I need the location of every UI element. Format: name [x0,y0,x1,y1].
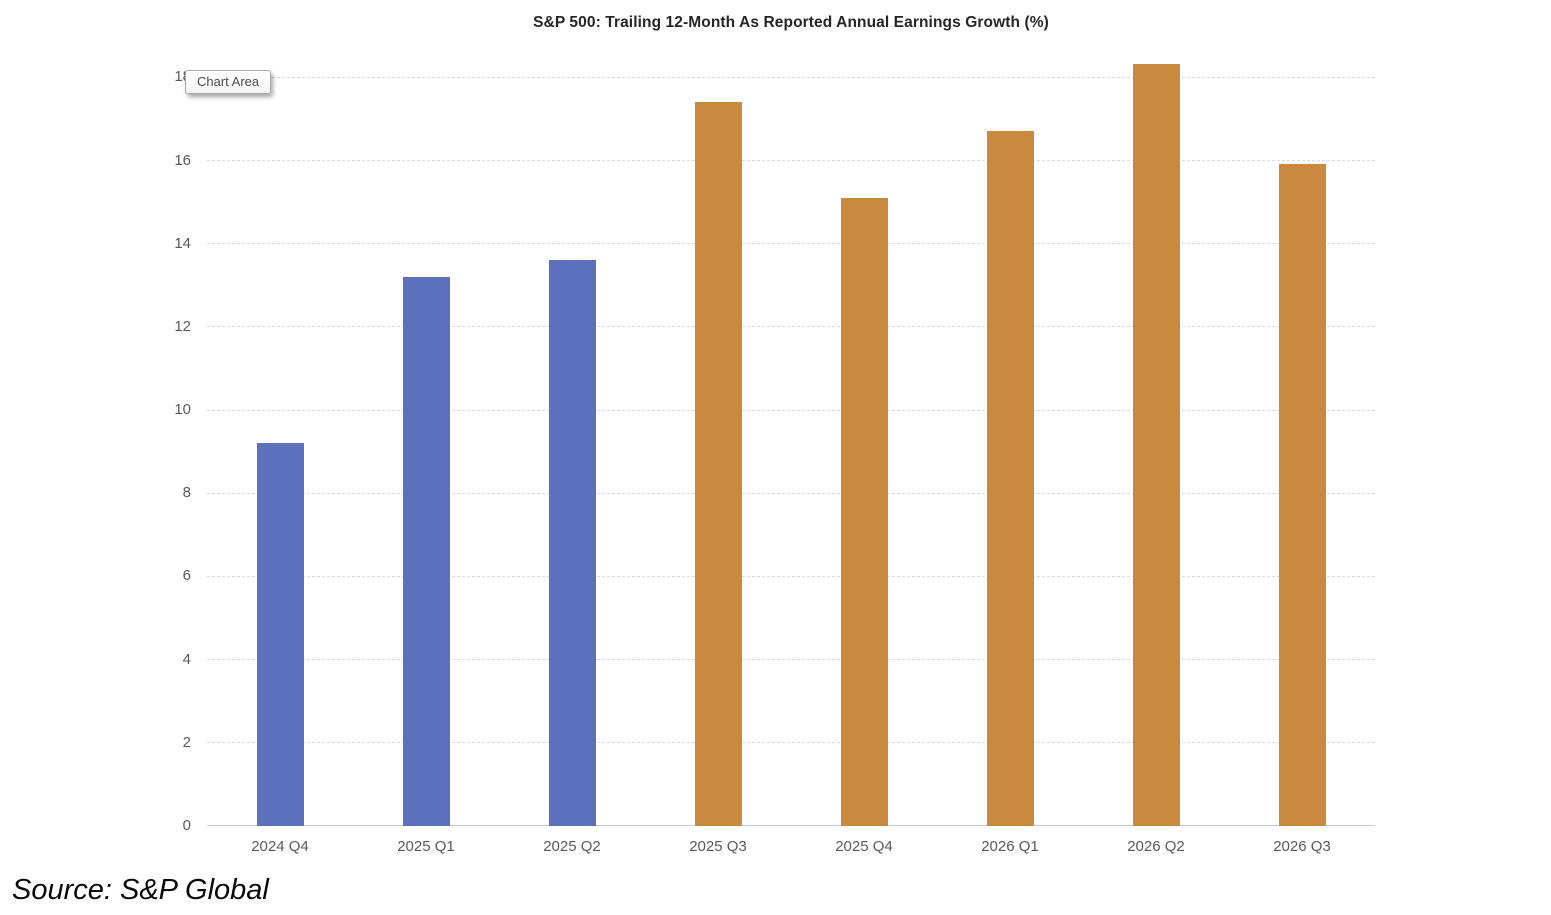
y-tick-label-18: 18 [174,68,191,86]
gridline-12 [207,326,1375,328]
y-tick-label-8: 8 [182,484,191,502]
x-tick-label-2026-q1: 2026 Q1 [981,838,1039,855]
x-tick-label-2024-q4: 2024 Q4 [251,838,309,855]
y-tick-label-10: 10 [174,401,191,419]
x-tick-label-2025-q4: 2025 Q4 [835,838,893,855]
bar-2026-q1[interactable] [986,131,1034,826]
gridline-4 [207,659,1375,661]
gridline-16 [207,160,1375,162]
bar-2025-q3[interactable] [694,101,742,826]
x-tick-label-2026-q2: 2026 Q2 [1127,838,1185,855]
gridline-10 [207,409,1375,411]
bar-2026-q2[interactable] [1132,64,1180,826]
chart-area-tooltip: Chart Area [185,70,272,94]
bar-2025-q2[interactable] [548,259,596,826]
y-tick-label-0: 0 [182,817,191,834]
y-tick-label-4: 4 [182,650,191,668]
gridline-8 [207,492,1375,494]
x-tick-label-2025-q1: 2025 Q1 [397,838,455,855]
bar-2025-q1[interactable] [402,276,450,826]
gridline-6 [207,575,1375,577]
y-tick-label-16: 16 [174,151,191,169]
y-tick-label-12: 12 [174,317,191,335]
bar-2024-q4[interactable] [256,442,304,826]
x-tick-label-2026-q3: 2026 Q3 [1273,838,1331,855]
y-tick-label-6: 6 [182,567,191,585]
gridline-2 [207,742,1375,744]
source-caption: Source: S&P Global [12,874,269,906]
gridline-14 [207,243,1375,245]
y-tick-label-2: 2 [182,733,191,751]
plot-area[interactable] [207,52,1375,826]
chart-title: S&P 500: Trailing 12-Month As Reported A… [533,14,1049,31]
y-tick-label-14: 14 [174,234,191,252]
x-tick-label-2025-q2: 2025 Q2 [543,838,601,855]
tooltip-label: Chart Area [197,74,260,89]
x-tick-label-2025-q3: 2025 Q3 [689,838,747,855]
gridline-18 [207,76,1375,78]
bar-2026-q3[interactable] [1278,164,1326,826]
x-axis-line [207,824,1375,826]
bar-2025-q4[interactable] [840,197,888,826]
